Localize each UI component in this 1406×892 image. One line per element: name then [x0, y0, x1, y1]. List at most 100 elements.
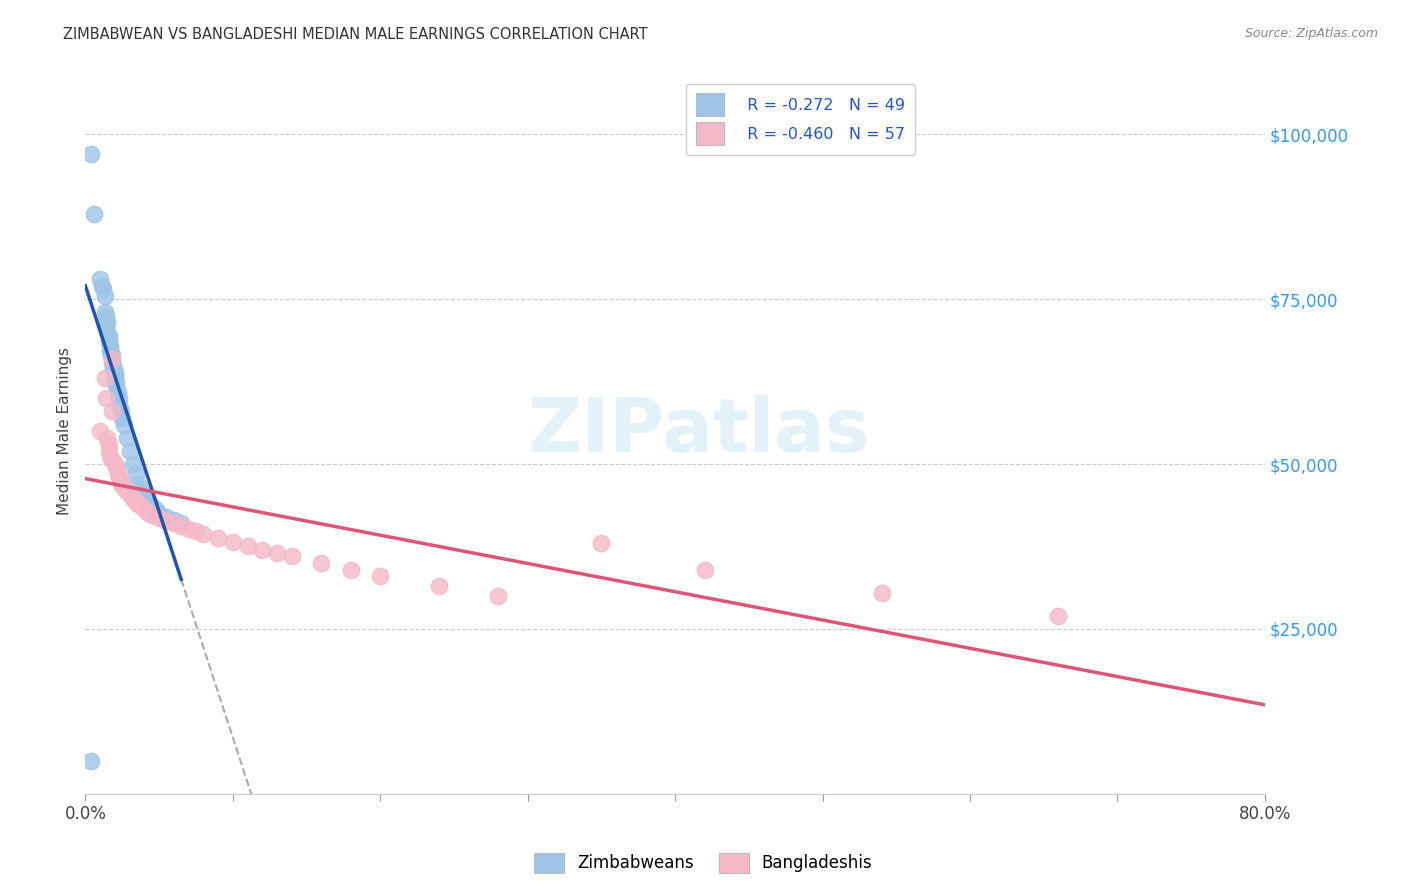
Point	[100, 338, 122, 352]
Point	[101, 351, 124, 366]
Point	[148, 511, 170, 525]
Point	[110, 404, 132, 418]
Point	[93, 289, 115, 303]
Point	[103, 454, 125, 468]
Point	[107, 467, 129, 481]
Point	[124, 494, 146, 508]
Point	[309, 556, 332, 570]
Point	[115, 483, 138, 498]
Text: ZIMBABWEAN VS BANGLADESHI MEDIAN MALE EARNINGS CORRELATION CHART: ZIMBABWEAN VS BANGLADESHI MEDIAN MALE EA…	[63, 27, 648, 42]
Point	[111, 478, 134, 492]
Point	[339, 562, 361, 576]
Point	[104, 457, 127, 471]
Point	[124, 467, 146, 481]
Point	[89, 272, 111, 286]
Point	[134, 490, 156, 504]
Point	[693, 562, 716, 576]
Point	[145, 503, 167, 517]
Point	[107, 464, 129, 478]
Point	[252, 542, 274, 557]
Point	[105, 460, 128, 475]
Point	[118, 487, 141, 501]
Point	[1047, 608, 1070, 623]
Point	[94, 309, 117, 323]
Point	[117, 485, 139, 500]
Point	[139, 507, 162, 521]
Point	[112, 480, 135, 494]
Point	[170, 516, 193, 531]
Point	[193, 527, 215, 541]
Point	[107, 384, 129, 399]
Point	[97, 437, 120, 451]
Point	[870, 585, 893, 599]
Point	[368, 569, 391, 583]
Point	[127, 476, 149, 491]
Point	[111, 411, 134, 425]
Point	[97, 443, 120, 458]
Point	[120, 489, 142, 503]
Point	[115, 431, 138, 445]
Point	[89, 424, 111, 438]
Point	[91, 282, 114, 296]
Point	[112, 417, 135, 432]
Point	[207, 531, 229, 545]
Point	[125, 495, 148, 509]
Point	[105, 375, 128, 389]
Point	[100, 345, 122, 359]
Point	[96, 315, 118, 329]
Point	[184, 524, 207, 539]
Point	[108, 391, 131, 405]
Point	[163, 513, 186, 527]
Point	[136, 493, 159, 508]
Legend: Zimbabweans, Bangladeshis: Zimbabweans, Bangladeshis	[527, 847, 879, 880]
Point	[177, 522, 200, 536]
Point	[136, 504, 159, 518]
Text: ZIPatlas: ZIPatlas	[527, 394, 870, 467]
Point	[118, 443, 141, 458]
Point	[163, 516, 186, 531]
Point	[83, 206, 105, 220]
Point	[97, 332, 120, 346]
Point	[591, 536, 613, 550]
Point	[93, 305, 115, 319]
Point	[266, 546, 288, 560]
Point	[427, 579, 450, 593]
Point	[90, 279, 112, 293]
Point	[122, 492, 145, 507]
Point	[110, 474, 132, 488]
Point	[108, 470, 131, 484]
Point	[97, 328, 120, 343]
Point	[142, 500, 165, 514]
Point	[114, 482, 136, 496]
Point	[222, 534, 245, 549]
Point	[281, 549, 304, 564]
Text: Source: ZipAtlas.com: Source: ZipAtlas.com	[1244, 27, 1378, 40]
Point	[134, 502, 156, 516]
Point	[131, 483, 153, 498]
Point	[129, 498, 152, 512]
Point	[170, 519, 193, 533]
Point	[486, 589, 509, 603]
Point	[155, 514, 177, 528]
Point	[101, 351, 124, 366]
Legend:   R = ‑0.272   N = 49,   R = ‑0.460   N = 57: R = ‑0.272 N = 49, R = ‑0.460 N = 57	[686, 84, 915, 154]
Point	[236, 539, 259, 553]
Point	[93, 371, 115, 385]
Point	[94, 318, 117, 333]
Point	[121, 491, 143, 506]
Point	[108, 398, 131, 412]
Point	[101, 348, 124, 362]
Point	[101, 355, 124, 369]
Point	[97, 335, 120, 350]
Point	[94, 391, 117, 405]
Point	[80, 147, 103, 161]
Point	[105, 378, 128, 392]
Point	[103, 358, 125, 372]
Point	[100, 342, 122, 356]
Point	[104, 365, 127, 379]
Point	[155, 509, 177, 524]
Point	[96, 431, 118, 445]
Point	[148, 507, 170, 521]
Y-axis label: Median Male Earnings: Median Male Earnings	[58, 347, 72, 515]
Point	[103, 361, 125, 376]
